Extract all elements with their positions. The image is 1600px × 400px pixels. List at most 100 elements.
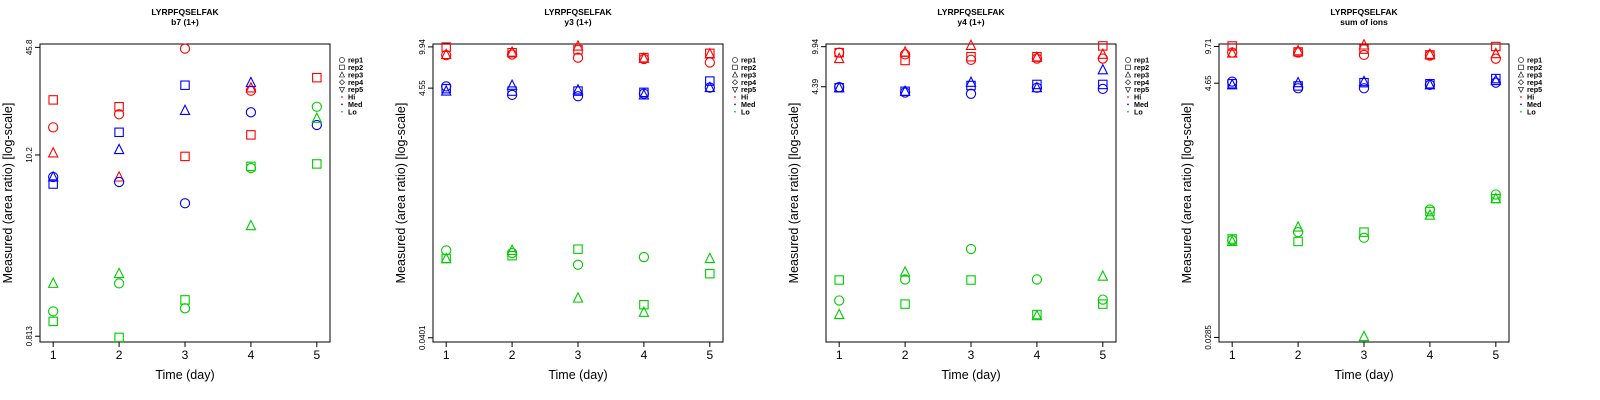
data-point-lo-rep1	[834, 295, 845, 306]
data-point-med-rep2	[507, 86, 517, 96]
y-axis-label: Measured (area ratio) [log-scale]	[1, 103, 15, 284]
data-point-lo-rep1	[506, 247, 518, 259]
data-point-hi-rep2	[507, 47, 517, 58]
data-point-lo-rep2	[900, 299, 910, 309]
data-point-lo-rep2	[639, 299, 649, 310]
data-point-hi-rep2	[1491, 41, 1501, 52]
legend-label-lo: Lo	[1527, 107, 1536, 116]
data-point-lo-rep3	[1097, 269, 1109, 281]
legend-marker-rep4	[339, 79, 345, 86]
legend-label-rep5: rep5	[1527, 85, 1542, 94]
legend-marker-rep5	[1124, 87, 1132, 94]
legend-symbol	[1518, 79, 1524, 86]
data-point-lo-rep2	[246, 161, 256, 172]
legend-marker-hi	[734, 96, 736, 98]
legend-symbol	[734, 96, 736, 98]
data-point-lo-rep3	[704, 252, 716, 264]
data-point-med-rep2	[114, 127, 124, 138]
x-tick-label: 4	[641, 348, 648, 362]
data-point-med-rep3	[1031, 81, 1043, 93]
data-point-lo-rep3	[1031, 309, 1043, 321]
legend-symbol	[1124, 71, 1132, 78]
data-point-lo-rep2	[1359, 227, 1369, 237]
legend-label-rep1: rep1	[741, 56, 756, 65]
legend-label-hi: Hi	[1134, 93, 1141, 102]
x-axis-label: Time (day)	[941, 368, 1000, 382]
data-point-hi-rep3	[245, 81, 257, 93]
y-tick-label: 10.2	[25, 147, 34, 163]
y-tick-label: 4.55	[418, 80, 427, 96]
legend-marker-lo	[341, 110, 343, 113]
data-point-hi-rep2	[1227, 41, 1237, 51]
data-point-lo-rep1	[1031, 274, 1043, 285]
x-axis-label: Time (day)	[1334, 368, 1393, 382]
data-point-hi-rep1	[113, 109, 125, 120]
legend-label-rep5: rep5	[348, 85, 363, 94]
y-tick-label: 9.94	[811, 38, 820, 54]
legend-marker-rep2	[1125, 64, 1131, 71]
legend-label-rep4: rep4	[741, 78, 756, 87]
x-tick-label: 4	[248, 348, 255, 362]
legend-marker-rep4	[1125, 79, 1131, 86]
data-point-hi-rep1	[704, 57, 715, 68]
data-point-lo-rep2	[48, 316, 58, 327]
legend-symbol	[341, 103, 343, 106]
data-point-hi-rep2	[705, 48, 715, 59]
legend-label-med: Med	[741, 100, 755, 109]
x-tick-label: 1	[50, 348, 57, 362]
chart-subtitle: b7 (1+)	[171, 17, 199, 27]
chart-title: LYRPFQSELFAK	[151, 7, 219, 17]
data-point-med-rep3	[506, 78, 518, 90]
legend-label-med: Med	[1527, 100, 1541, 109]
data-point-lo-rep1	[1358, 232, 1370, 243]
legend-symbol	[731, 71, 739, 78]
legend-label-rep4: rep4	[348, 78, 363, 87]
chart-subtitle: y3 (1+)	[564, 17, 591, 27]
data-point-med-rep2	[573, 86, 583, 96]
x-tick-label: 1	[836, 348, 843, 362]
legend-symbol	[339, 64, 345, 71]
data-point-lo-rep1	[638, 251, 650, 263]
data-point-lo-rep2	[507, 250, 517, 261]
legend-label-rep3: rep3	[1134, 70, 1149, 79]
data-point-med-rep3	[440, 84, 452, 96]
legend-marker-rep1	[1518, 57, 1524, 63]
y-tick-label: 0.813	[25, 326, 34, 347]
data-point-lo-rep2	[1425, 206, 1435, 217]
data-point-hi-rep3	[899, 45, 911, 57]
legend-label-rep1: rep1	[348, 56, 363, 65]
data-point-med-rep2	[705, 76, 715, 86]
legend-label-rep2: rep2	[1134, 63, 1149, 72]
legend-marker-med	[1520, 103, 1522, 106]
x-axis-label: Time (day)	[155, 368, 214, 382]
data-point-hi-rep3	[440, 48, 452, 60]
data-point-hi-rep2	[834, 47, 844, 58]
data-point-med-rep3	[572, 83, 584, 95]
data-point-med-rep3	[245, 76, 257, 88]
legend-symbol	[339, 57, 345, 63]
x-tick-label: 2	[1295, 348, 1302, 362]
data-point-med-rep2	[1098, 79, 1108, 90]
legend-marker-rep2	[1518, 64, 1524, 71]
data-point-hi-rep1	[965, 54, 977, 65]
data-point-med-rep3	[47, 170, 59, 182]
data-point-hi-rep3	[704, 47, 716, 59]
y-tick-label: 0.0285	[1204, 325, 1213, 350]
legend-symbol	[734, 103, 736, 106]
chart-subtitle: sum of ions	[1340, 17, 1388, 27]
y-tick-label: 0.0401	[418, 325, 427, 350]
data-point-med-rep3	[965, 75, 977, 87]
legend-marker-rep5	[338, 87, 346, 94]
data-point-hi-rep3	[1490, 47, 1502, 59]
legend-label-rep2: rep2	[348, 63, 363, 72]
legend-label-rep2: rep2	[1527, 63, 1542, 72]
x-tick-label: 1	[1229, 348, 1236, 362]
data-point-hi-rep2	[48, 95, 58, 105]
data-point-med-rep3	[179, 103, 191, 115]
x-tick-label: 5	[313, 348, 320, 362]
data-point-med-rep3	[1424, 78, 1436, 90]
data-point-hi-rep1	[1227, 47, 1238, 58]
data-point-hi-rep3	[1226, 46, 1238, 58]
